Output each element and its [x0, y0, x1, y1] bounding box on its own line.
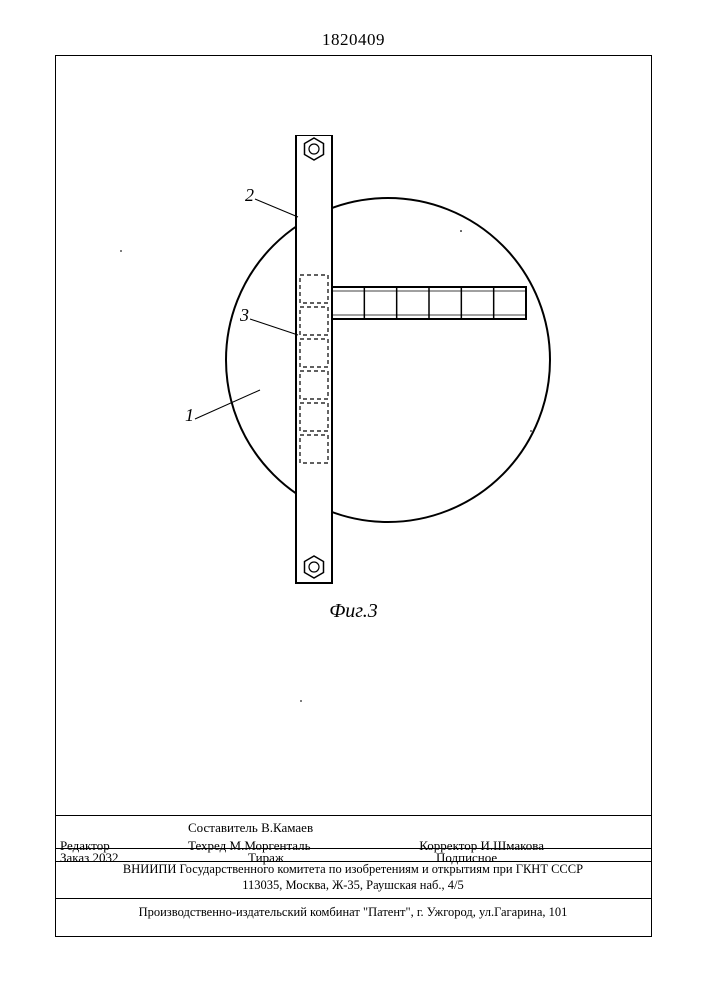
- svg-text:1: 1: [185, 405, 194, 425]
- speck: [460, 230, 462, 232]
- divider: [55, 815, 651, 816]
- svg-text:2: 2: [245, 185, 254, 205]
- reference-labels: 1 2 3: [185, 185, 298, 425]
- footer-line-2: 113035, Москва, Ж-35, Раушская наб., 4/5: [55, 878, 651, 893]
- figure-caption: Фиг.3: [0, 600, 707, 623]
- figure-3: 1 2 3: [140, 135, 570, 595]
- speck: [120, 250, 122, 252]
- speck: [530, 430, 532, 432]
- figure-svg: 1 2 3: [140, 135, 570, 595]
- divider: [55, 848, 651, 849]
- horizontal-bar: [332, 287, 526, 319]
- patent-number: 1820409: [0, 30, 707, 50]
- footer-line-1: ВНИИПИ Государственного комитета по изоб…: [55, 862, 651, 877]
- divider: [55, 898, 651, 899]
- svg-text:3: 3: [239, 305, 249, 325]
- compiler: Составитель В.Камаев: [188, 820, 419, 838]
- footer-line-3: Производственно-издательский комбинат "П…: [55, 905, 651, 920]
- vertical-bar-part-2: [296, 135, 332, 583]
- speck: [300, 700, 302, 702]
- circle-part-1: [226, 198, 550, 522]
